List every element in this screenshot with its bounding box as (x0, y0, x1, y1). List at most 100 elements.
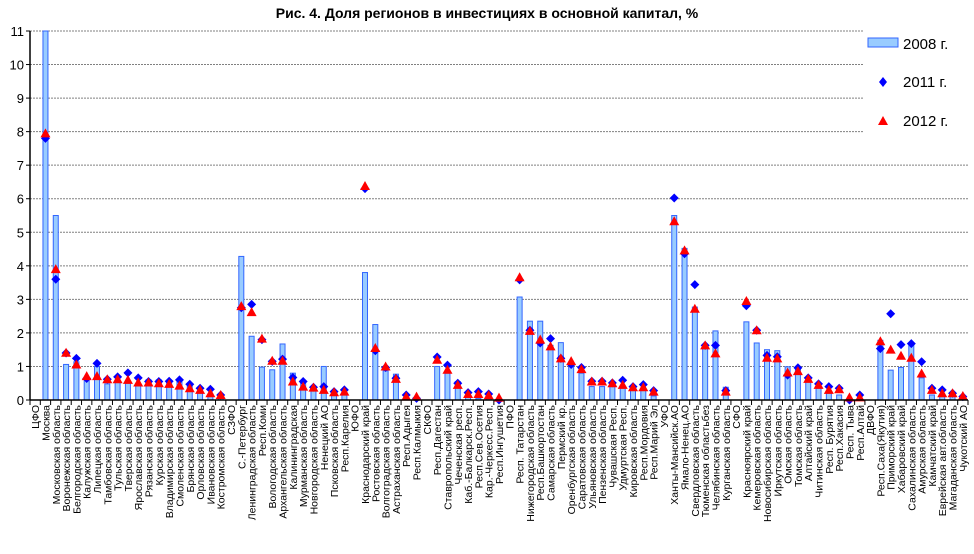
x-category-label: Краснодарский край (360, 405, 372, 504)
point-2012-triangle (937, 388, 948, 398)
point-2012-triangle (834, 384, 845, 394)
x-category-label: Самарская область (546, 404, 558, 500)
x-category-label: Магаданская область (948, 404, 960, 510)
point-2012-triangle (813, 379, 824, 389)
x-category-label: Калужская область (82, 404, 94, 498)
point-2011-diamond (51, 274, 61, 284)
bar-2008 (702, 346, 709, 401)
point-2011-diamond (917, 357, 927, 367)
point-2012-triangle (885, 344, 896, 354)
x-category-label: Респ.Калмыкия (412, 405, 424, 480)
x-category-label: Респ.Сев.Осетия (473, 405, 485, 488)
x-category-label: СФО (731, 405, 743, 429)
point-2012-triangle (92, 371, 102, 381)
point-2012-triangle (875, 336, 886, 346)
x-category-label: Иркутская область (772, 404, 784, 496)
bar-2008 (640, 389, 647, 401)
point-2012-triangle (689, 303, 700, 313)
x-category-label: СЗФО (226, 405, 238, 435)
bar-2008 (568, 364, 575, 401)
point-2012-triangle (71, 359, 82, 369)
point-2011-diamond (546, 334, 556, 344)
point-2012-triangle (277, 355, 288, 365)
bar-2008 (258, 366, 265, 401)
bar-2008 (753, 342, 760, 401)
x-category-label: Чукотский АО (958, 405, 970, 472)
point-2012-triangle (772, 353, 783, 363)
point-2012-triangle (524, 325, 535, 335)
bar-2008 (887, 369, 894, 401)
bar-2008 (928, 394, 935, 401)
x-category-label: Тюменская областьбез (700, 405, 712, 517)
point-2012-triangle (380, 361, 391, 371)
x-category-label: Ханты-Мансийск.АО (669, 405, 681, 505)
point-2011-diamond (174, 375, 184, 385)
point-2012-triangle (792, 366, 803, 376)
bar-2008 (681, 247, 688, 401)
x-category-label: Амурская область (917, 404, 929, 493)
x-category-label: Псковская область (329, 404, 341, 497)
x-category-label: Свердловская область (690, 404, 702, 516)
point-2012-triangle (267, 355, 278, 365)
point-2012-triangle (360, 180, 370, 190)
point-2012-triangle (555, 353, 566, 363)
point-2011-diamond (690, 280, 700, 290)
x-category-label: Респ.Адыгея (401, 405, 413, 467)
x-category-label: Волгоградская область (381, 404, 393, 518)
bar-2008 (63, 363, 70, 401)
x-category-label: Еврейская авт.область (937, 404, 949, 516)
bar-2008 (124, 382, 131, 401)
bar-2008 (619, 387, 626, 401)
point-2012-triangle (679, 245, 690, 255)
x-category-label: Саратовская область (576, 404, 588, 509)
bar-2008 (599, 386, 606, 401)
point-2011-diamond (906, 339, 916, 349)
x-category-label: Респ.Ингушетия (494, 405, 506, 484)
point-2012-triangle (50, 264, 61, 274)
x-category-label: Владимирская область (164, 404, 176, 518)
point-2012-triangle (174, 380, 185, 390)
point-2012-triangle (483, 390, 494, 400)
bar-2008 (372, 324, 379, 401)
series-2012-markers (40, 128, 968, 402)
x-category-label: Астраханская область (391, 404, 403, 513)
x-category-label: Калининградская (288, 405, 300, 490)
x-category-label: Респ.Коми (257, 405, 269, 456)
bar-2008 (238, 255, 245, 401)
point-2012-triangle (287, 376, 298, 386)
x-category-label: Респ.Карелия (339, 405, 351, 472)
point-2012-triangle (215, 389, 226, 399)
x-category-label: Чувашская Респ. (607, 405, 619, 488)
point-2012-triangle (597, 376, 608, 386)
legend-label-2008: 2008 г. (903, 36, 948, 53)
point-2012-triangle (133, 377, 144, 387)
bar-2008 (341, 394, 348, 401)
point-2012-triangle (112, 374, 123, 384)
x-category-label: Респ.Мордовия (638, 405, 650, 481)
bar-2008 (815, 387, 822, 401)
x-category-label: Мурманская область (298, 404, 310, 507)
x-category-label: Респ. Тыва (844, 405, 856, 459)
point-2012-triangle (751, 325, 762, 335)
y-tick-label: 0 (17, 393, 24, 408)
point-2011-diamond (886, 309, 896, 319)
bar-2008 (269, 369, 276, 401)
point-2012-triangle (102, 374, 113, 384)
point-2012-triangle (586, 376, 597, 386)
x-category-label: ПФО (504, 405, 516, 429)
x-category-label: Новгородская область (308, 404, 320, 514)
x-category-label: Респ.Дагестан (432, 405, 444, 475)
point-2011-diamond (710, 340, 720, 350)
legend-swatch-2008 (867, 37, 899, 48)
y-tick-label: 2 (17, 326, 24, 341)
point-2011-diamond (71, 353, 81, 363)
point-2012-triangle (854, 392, 865, 402)
series-2011-markers (40, 133, 968, 405)
bar-2008 (557, 342, 564, 401)
legend-label-2011: 2011 г. (903, 74, 947, 91)
bar-2008 (537, 320, 544, 401)
y-tick-label: 6 (17, 192, 24, 207)
x-category-label: Новосибирская область (762, 404, 774, 521)
bar-2008 (104, 383, 111, 401)
